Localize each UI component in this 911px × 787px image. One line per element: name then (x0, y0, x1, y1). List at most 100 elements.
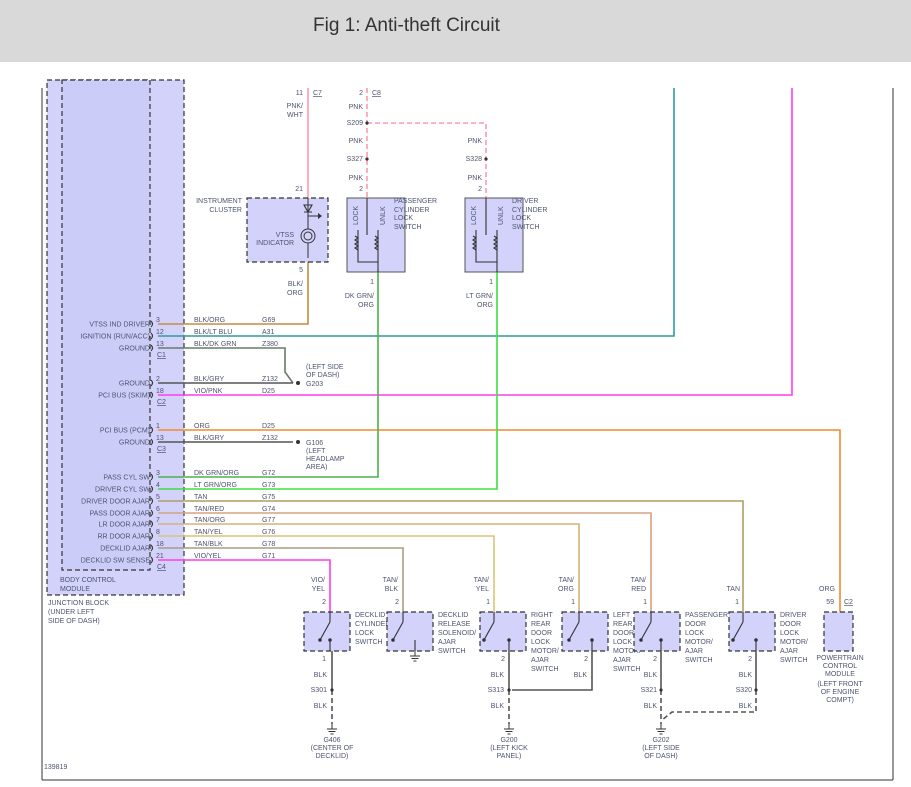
component-label: REAR (531, 621, 550, 628)
component-label: LOCK (780, 630, 799, 637)
connector-pin-icon (150, 544, 154, 552)
component-label: LEFT (613, 612, 631, 619)
switch-icon (482, 612, 511, 651)
wire-g69 (158, 262, 309, 325)
component-label: AJAR (685, 648, 703, 655)
ground-id: G106 (306, 440, 323, 447)
splice-icon (507, 688, 511, 692)
indicator-label: INDICATOR (256, 240, 294, 247)
component-label: MODULE (825, 671, 855, 678)
wire-label: LT GRN/ (466, 293, 493, 300)
wire-color-label: BLK/GRY (194, 435, 225, 442)
connector-pin-icon (150, 379, 154, 387)
splice-icon (365, 157, 369, 161)
wire-label: TAN/ (474, 577, 489, 584)
junction-block-label: JUNCTION BLOCK (48, 600, 109, 607)
component-label: DOOR (613, 630, 634, 637)
circuit-label: G78 (262, 541, 275, 548)
switch-icon (567, 612, 594, 651)
component-label: AJAR (780, 648, 798, 655)
component-label: LOCK (355, 630, 374, 637)
component-label: DECKLID (438, 612, 468, 619)
wire-label: PNK (349, 175, 364, 182)
splice-icon (484, 157, 488, 161)
figure-number: 139819 (44, 764, 67, 771)
component-label: SWITCH (531, 666, 559, 673)
driver-door-lock-motor-ajar-switch (728, 611, 776, 652)
ground-location: (LEFT KICK (490, 745, 528, 752)
ground-location: OF DASH) (644, 753, 677, 760)
bcm-pin-label: PCI BUS (PCM) (100, 428, 150, 435)
wire-color-label: VIO/PNK (194, 388, 223, 395)
circuit-label: A31 (262, 329, 275, 336)
pin-number: 1 (322, 656, 326, 663)
wire-label: WHT (287, 112, 304, 119)
wire-label: RED (631, 586, 646, 593)
circuit-label: Z380 (262, 341, 278, 348)
switch-icon (391, 612, 416, 651)
powertrain-control-module (823, 611, 854, 652)
component-label: AJAR (613, 657, 631, 664)
component-label: CLUSTER (209, 207, 242, 214)
pin-number: 13 (156, 341, 164, 348)
wire-label: BLK (574, 672, 588, 679)
wire-label: VIO/ (311, 577, 325, 584)
pin-number: 1 (643, 599, 647, 606)
splice-label: S320 (736, 687, 752, 694)
wire-label: BLK (644, 672, 658, 679)
connector-c3: C3 (157, 446, 166, 453)
wire-color-label: DK GRN/ORG (194, 470, 239, 477)
connector-pin-icon (150, 497, 154, 505)
wire-label: TAN (727, 586, 740, 593)
circuit-label: G73 (262, 482, 275, 489)
wire-color-label: TAN/RED (194, 506, 224, 513)
bcm-pin-label: DECKLID SW SENSE (81, 558, 151, 565)
component-label: LOCK (685, 630, 704, 637)
ground-id: G200 (500, 737, 517, 744)
wire-label: ORG (558, 586, 574, 593)
wire-label: BLK (491, 703, 505, 710)
decklid-cylinder-lock-switch (303, 611, 351, 652)
wire-g75 (158, 500, 744, 612)
wire-label: PNK (349, 104, 364, 111)
wire-label: BLK (491, 672, 505, 679)
wire-label: DK GRN/ (345, 293, 374, 300)
component-label: LOCK (394, 215, 413, 222)
circuit-label: G75 (262, 494, 275, 501)
ground-id: G202 (652, 737, 669, 744)
ground-icon (409, 650, 421, 662)
splice-label: S301 (311, 687, 327, 694)
unlock-label: UNLK (498, 206, 505, 225)
pin-number: 7 (156, 517, 160, 524)
component-label: AJAR (531, 657, 549, 664)
pin-number: 18 (156, 388, 164, 395)
connector-pin-icon (150, 344, 154, 352)
ground-icon (655, 723, 667, 735)
component-location: (LEFT FRONT (817, 681, 863, 688)
splice-label: S209 (347, 120, 363, 127)
component-label: DECKLID (355, 612, 385, 619)
wire-label: ORG (287, 290, 303, 297)
pin-number: 2 (501, 656, 505, 663)
splice-icon (754, 688, 758, 692)
figure-title: Fig 1: Anti-theft Circuit (313, 15, 500, 36)
component-label: DRIVER (512, 198, 538, 205)
ground-g203-icon (296, 381, 300, 385)
wire-label: BLK (739, 672, 753, 679)
splice-icon (659, 688, 663, 692)
component-label: LOCK (613, 639, 632, 646)
wire-g72 (158, 272, 379, 478)
bcm-label: MODULE (60, 586, 90, 593)
wire-label: PNK (349, 138, 364, 145)
component-label: REAR (613, 621, 632, 628)
ground-location: OF DASH) (306, 372, 339, 379)
connector-pin-icon (150, 391, 154, 399)
component-location: OF ENGINE (821, 689, 860, 696)
component-label: DOOR (780, 621, 801, 628)
ground-location: DECKLID) (316, 753, 349, 760)
wire-label: YEL (476, 586, 489, 593)
connector-label: C8 (372, 90, 381, 97)
indicator-label: VTSS (276, 232, 295, 239)
bcm-pin-label: VTSS IND DRIVER (89, 322, 150, 329)
pin-number: 1 (156, 423, 160, 430)
